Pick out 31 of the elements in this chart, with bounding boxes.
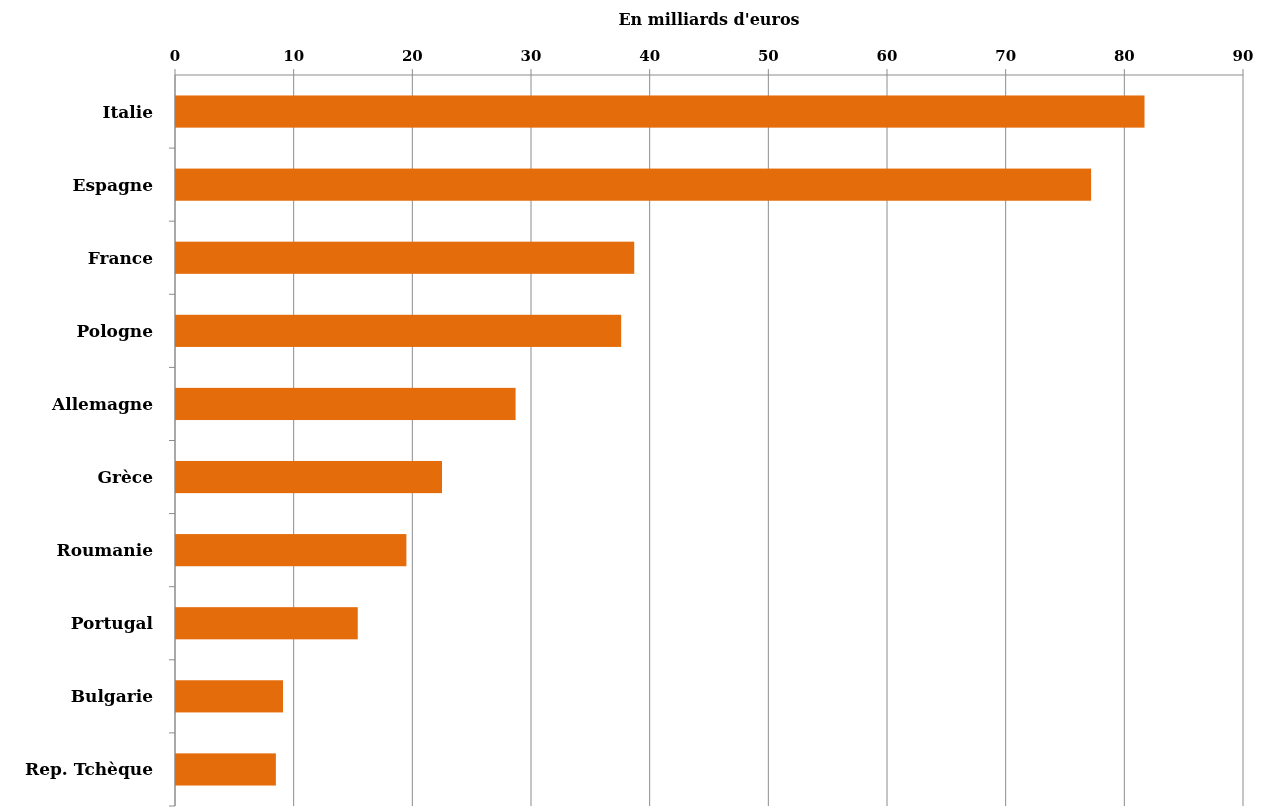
x-axis-title: En milliards d'euros (618, 10, 800, 29)
bar (175, 680, 283, 713)
x-tick-label: 80 (1113, 47, 1135, 65)
bar (175, 460, 442, 494)
x-tick-label: 70 (995, 47, 1017, 65)
y-tick-label: Portugal (70, 613, 154, 634)
x-tick-label: 20 (401, 47, 423, 65)
bar (175, 241, 635, 274)
x-tick-label: 0 (169, 47, 181, 65)
x-tick-label: 90 (1232, 47, 1254, 65)
y-tick-label: Bulgarie (70, 686, 154, 707)
bar (175, 387, 516, 421)
y-tick-label: France (87, 247, 154, 268)
x-tick-label: 50 (757, 47, 779, 65)
x-tick-label: 60 (876, 47, 898, 65)
y-tick-label: Grèce (97, 467, 154, 487)
y-tick-label: Allemagne (51, 393, 154, 414)
bar (175, 753, 276, 786)
bar (175, 314, 622, 347)
y-tick-label: Roumanie (56, 540, 154, 561)
x-tick-label: 10 (283, 47, 305, 65)
bar (175, 534, 407, 567)
y-tick-label: Espagne (72, 174, 154, 195)
bar (175, 607, 358, 640)
y-tick-label: Rep. Tchèque (25, 759, 154, 780)
y-tick-label: Pologne (76, 320, 154, 341)
bar (175, 168, 1092, 201)
y-tick-label: Italie (102, 101, 154, 122)
bar (175, 95, 1145, 128)
x-tick-label: 40 (639, 47, 661, 65)
x-tick-label: 30 (520, 47, 542, 65)
